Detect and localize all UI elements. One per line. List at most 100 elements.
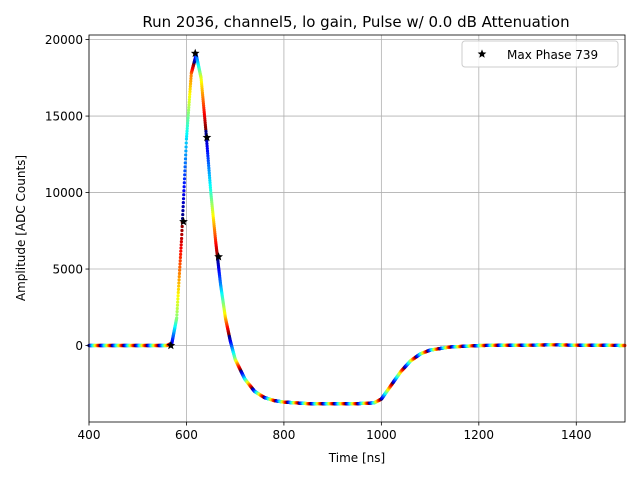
data-point [181, 212, 185, 217]
data-point [206, 154, 210, 158]
data-point [185, 134, 189, 138]
data-point [205, 146, 209, 151]
data-point [185, 124, 190, 128]
x-tick-label: 1400 [561, 428, 592, 442]
data-point [189, 74, 193, 78]
data-point [183, 157, 188, 161]
data-point [183, 173, 187, 177]
y-tick-label: 0 [75, 339, 83, 353]
data-point [182, 181, 186, 185]
data-point [175, 303, 180, 307]
data-point [204, 129, 208, 133]
data-point [189, 79, 193, 83]
data-point [179, 236, 184, 241]
y-axis-label: Amplitude [ADC Counts] [14, 155, 28, 301]
data-point [184, 137, 189, 141]
data-point [179, 249, 183, 253]
max-phase-star [214, 252, 223, 261]
data-point [207, 171, 211, 175]
max-phase-star [179, 217, 188, 226]
x-tick-label: 1200 [464, 428, 495, 442]
data-point [206, 159, 210, 163]
data-point [182, 185, 186, 189]
data-point [177, 271, 182, 276]
data-point [179, 252, 183, 256]
y-tick-label: 5000 [52, 263, 83, 277]
data-point [184, 145, 188, 149]
data-point [179, 246, 183, 250]
chart-title: Run 2036, channel5, lo gain, Pulse w/ 0.… [142, 13, 569, 31]
data-point [178, 255, 183, 260]
data-point [188, 92, 192, 96]
data-point [181, 209, 185, 213]
data-point [208, 186, 213, 190]
plot-frame [88, 34, 626, 423]
legend: Max Phase 739 [461, 40, 619, 68]
data-point [186, 111, 190, 115]
data-point [187, 108, 191, 112]
series-pulse [87, 53, 627, 406]
data-point [181, 205, 185, 209]
data-point [176, 290, 180, 295]
y-axis: 0 5000 10000 15000 20000 [45, 33, 89, 353]
data-point [207, 166, 211, 170]
data-point [177, 278, 181, 282]
star-markers [166, 48, 223, 350]
data-point [207, 168, 211, 173]
data-point [176, 294, 180, 298]
data-point [185, 126, 189, 131]
data-point [178, 262, 182, 266]
data-point [180, 224, 184, 229]
data-point [205, 144, 209, 148]
data-point [175, 310, 179, 314]
data-point [186, 116, 190, 120]
data-point [179, 240, 183, 244]
data-point [186, 113, 190, 117]
data-point [182, 189, 186, 193]
data-point [184, 149, 188, 153]
data-point [187, 100, 191, 104]
data-point [208, 176, 212, 180]
data-point [180, 228, 184, 233]
data-point [206, 156, 210, 160]
data-point [187, 105, 191, 110]
data-point [206, 151, 210, 155]
data-point [182, 193, 186, 197]
data-point [188, 82, 193, 86]
data-point [207, 173, 212, 178]
legend-star-icon [477, 49, 487, 58]
data-point [186, 119, 190, 123]
data-point [187, 97, 191, 102]
x-axis: 400 600 800 1000 1200 1400 [78, 422, 592, 442]
data-point [178, 265, 182, 269]
data-point [175, 306, 179, 311]
data-point [206, 161, 211, 165]
data-point [178, 259, 182, 263]
data-point [176, 297, 180, 301]
data-point [178, 268, 182, 272]
data-point [183, 165, 187, 169]
y-tick-label: 10000 [45, 186, 83, 200]
data-point [179, 243, 183, 247]
data-point [183, 169, 187, 173]
data-point [177, 275, 181, 279]
data-point [180, 232, 184, 237]
data-point [205, 149, 210, 153]
data-point [209, 188, 213, 192]
data-point [208, 181, 212, 185]
data-point [186, 121, 190, 125]
max-phase-star [202, 132, 212, 142]
data-point [188, 90, 192, 94]
data-point [187, 103, 191, 107]
data-point [184, 141, 188, 145]
data-point [205, 142, 209, 146]
data-point [208, 178, 212, 182]
data-point [184, 153, 188, 157]
data-point [187, 95, 192, 99]
y-tick-label: 15000 [45, 110, 83, 124]
max-phase-star [190, 48, 200, 58]
x-tick-label: 400 [78, 428, 101, 442]
data-point [176, 287, 181, 291]
data-point [177, 281, 181, 285]
